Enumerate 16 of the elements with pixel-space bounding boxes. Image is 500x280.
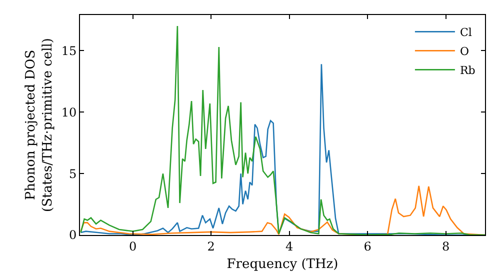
y-tick-label: 10 [61, 105, 77, 120]
x-tick-label: 0 [129, 239, 137, 254]
x-tick-label: 6 [364, 239, 372, 254]
line-series [80, 25, 485, 235]
y-tick-label: 5 [68, 166, 77, 181]
y-tick-label: 15 [61, 44, 77, 58]
line-series [80, 185, 485, 235]
legend-label: O [460, 44, 469, 58]
x-axis-title: Frequency (THz) [226, 257, 338, 272]
y-tick-label: 0 [68, 228, 77, 242]
legend-label: Rb [460, 64, 476, 77]
x-tick-label: 4 [286, 239, 294, 254]
x-tick-label: 2 [207, 239, 215, 254]
x-tick-label: 8 [442, 239, 450, 254]
y-axis-title: Phonon projected DOS (States/THz·primitive cell) [23, 38, 56, 212]
legend-label: Cl [460, 26, 472, 39]
